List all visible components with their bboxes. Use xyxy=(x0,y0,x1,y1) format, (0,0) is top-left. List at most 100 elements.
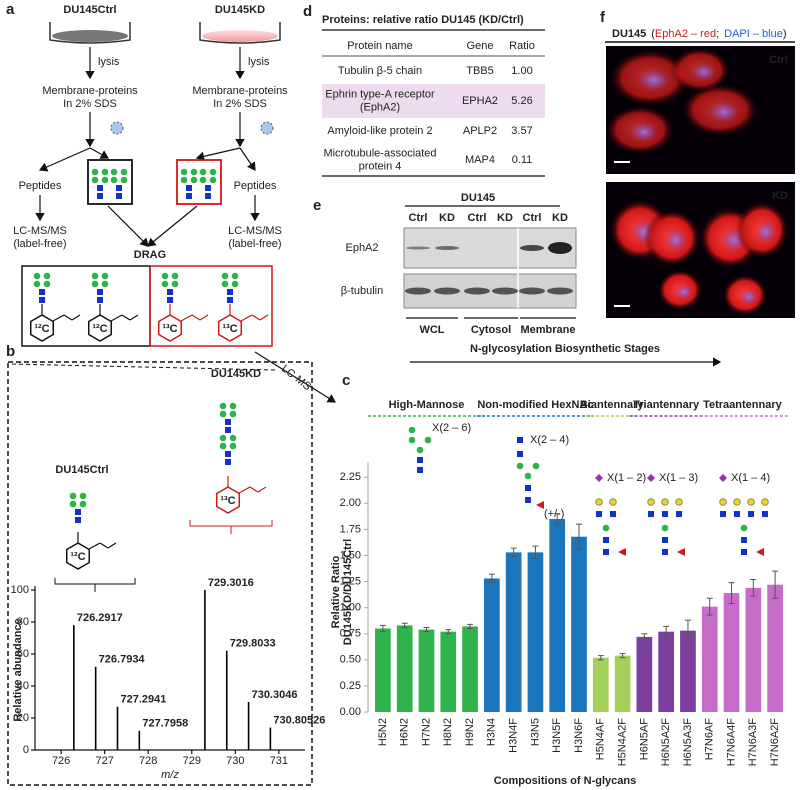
error-bar xyxy=(706,597,713,616)
y-tick-label: 1.25 xyxy=(340,575,361,587)
glycan-icon xyxy=(525,485,531,491)
y-tick-label: 0.25 xyxy=(340,680,361,692)
arrow xyxy=(195,147,241,162)
bond xyxy=(238,486,251,494)
glycan-icon xyxy=(33,280,41,288)
isotope-label: ¹²C xyxy=(34,323,49,335)
blot-band xyxy=(464,287,490,295)
x-tick-label: H6N5A2F xyxy=(660,718,672,767)
x-tick-label: H9N2 xyxy=(464,718,476,746)
x-tick-label: H6N2 xyxy=(399,718,411,746)
bar xyxy=(549,518,566,712)
bar xyxy=(483,578,500,712)
analysis-label: (label-free) xyxy=(13,238,66,250)
error-bar xyxy=(597,655,604,661)
glycan-icon xyxy=(161,280,169,288)
peak-label: 727.2941 xyxy=(120,694,166,706)
glycan-icon xyxy=(219,402,227,410)
lane-label: Ctrl xyxy=(409,212,428,224)
glycan-icon xyxy=(517,451,523,457)
glycan-icon xyxy=(610,511,616,517)
culture-dish xyxy=(199,22,281,44)
table-cell: (EphA2) xyxy=(360,101,400,113)
glycan-icon xyxy=(171,280,179,288)
x-tick-label: H8N2 xyxy=(442,718,454,746)
glycan-icon xyxy=(221,272,229,280)
glycan-icon xyxy=(43,280,51,288)
glycan-icon xyxy=(417,457,423,463)
x-axis-title: m/z xyxy=(161,769,179,781)
annotation: (+/-) xyxy=(544,508,564,520)
bond xyxy=(249,486,259,493)
legend-label: Tetraantennary xyxy=(703,399,783,411)
table-cell: 3.57 xyxy=(511,125,532,137)
glycan-icon xyxy=(229,402,237,410)
glycan-icon xyxy=(219,410,227,418)
lane-label: Ctrl xyxy=(523,212,542,224)
bar xyxy=(658,631,675,712)
glycan-icon xyxy=(609,498,617,506)
table-cell: TBB5 xyxy=(466,65,494,77)
glycan-icon xyxy=(91,280,99,288)
isotope-label: ¹²C xyxy=(70,551,85,563)
x-tick-label: H7N6A4F xyxy=(725,718,737,767)
error-bar xyxy=(532,545,539,560)
table-cell: EPHA2 xyxy=(462,95,498,107)
annotation: X(2 – 6) xyxy=(432,422,471,434)
glycan-icon xyxy=(516,462,524,470)
x-tick-label: 729 xyxy=(183,755,201,767)
x-tick-label: H6N5AF xyxy=(638,718,650,760)
table-cell: Tubulin β-5 chain xyxy=(338,65,422,77)
glycan-icon xyxy=(161,272,169,280)
arrow xyxy=(89,147,110,159)
glycan-icon xyxy=(101,176,109,184)
bar xyxy=(527,552,544,712)
glycan-icon xyxy=(43,272,51,280)
drag-box-kd xyxy=(149,265,273,347)
bar xyxy=(505,552,522,712)
glycan-icon xyxy=(719,498,727,506)
legend-label: Non-modified HexNAc xyxy=(477,399,593,411)
glycan-icon xyxy=(618,548,626,556)
blot-band xyxy=(405,287,431,295)
y-tick-label: 40 xyxy=(17,680,29,692)
glycan-icon xyxy=(747,498,755,506)
bar xyxy=(592,657,609,712)
bar xyxy=(375,628,391,712)
error-bar xyxy=(619,653,626,659)
analysis-label: (label-free) xyxy=(228,238,281,250)
glycan-icon xyxy=(199,168,207,176)
annotation: X(1 – 4) xyxy=(731,472,770,484)
glycan-icon xyxy=(741,537,747,543)
glycan-icon xyxy=(190,168,198,176)
bond xyxy=(259,314,269,321)
glycan-icon xyxy=(219,442,227,450)
error-bar xyxy=(379,624,386,633)
glycan-icon xyxy=(180,168,188,176)
peak-label: 729.8033 xyxy=(230,638,276,650)
cell-name: DU145Ctrl xyxy=(63,4,116,16)
glycan-icon xyxy=(75,517,81,523)
sample-label: In 2% SDS xyxy=(63,98,117,110)
x-tick-label: H5N4A2F xyxy=(616,718,628,767)
glycan-icon xyxy=(186,185,192,191)
glycan-icon xyxy=(741,549,747,555)
step-label: lysis xyxy=(248,56,270,68)
panel-label: a xyxy=(6,1,15,18)
glycan-icon xyxy=(97,297,103,303)
nucleus xyxy=(755,220,777,244)
error-bar xyxy=(576,523,582,550)
bond xyxy=(129,314,139,321)
glycan-icon xyxy=(219,434,227,442)
legend-label: Biantennary xyxy=(580,399,644,411)
panel-label: d xyxy=(303,3,312,20)
lc-ms-label: LC-MS xyxy=(279,363,313,394)
glycan-icon xyxy=(91,168,99,176)
nucleus xyxy=(664,228,688,252)
x-tick-label: H3N4 xyxy=(486,718,498,746)
glycan-icon xyxy=(648,511,654,517)
table-cell: MAP4 xyxy=(465,154,495,166)
table-cell: APLP2 xyxy=(463,125,497,137)
nucleus xyxy=(630,122,658,142)
glycan-icon xyxy=(120,168,128,176)
